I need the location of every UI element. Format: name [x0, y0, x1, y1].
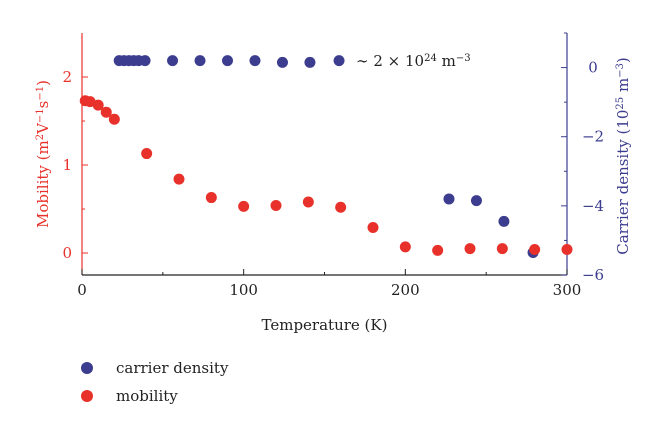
mobility-point	[496, 243, 508, 255]
x-axis-title: Temperature (K)	[262, 316, 388, 334]
legend-marker-mobility	[81, 390, 93, 402]
marks-group	[79, 55, 573, 259]
mobility-point	[464, 243, 476, 255]
x-tick-label: 0	[77, 281, 87, 299]
y-right-tick-label: −4	[582, 197, 604, 215]
y-left-axis-title: Mobility (m2V−1s−1)	[34, 80, 52, 228]
mobility-point	[367, 221, 379, 233]
carrier-density-point	[167, 55, 179, 67]
carrier-density-point	[333, 55, 345, 67]
legend-label-mobility: mobility	[116, 387, 178, 405]
carrier-density-point	[498, 215, 510, 227]
y-right-tick-label: 0	[588, 59, 598, 77]
mobility-point	[270, 199, 282, 211]
mobility-point	[205, 192, 217, 204]
carrier-density-point	[222, 55, 233, 67]
y-left-tick-label: 1	[62, 156, 72, 174]
mobility-point	[561, 243, 573, 255]
mobility-point	[432, 244, 444, 256]
y-left-tick-label: 0	[62, 244, 72, 262]
carrier-density-point	[304, 56, 316, 68]
legend-marker-carrier-density	[81, 362, 93, 374]
mobility-point	[529, 243, 541, 255]
mobility-point	[302, 196, 314, 208]
legend-label-carrier-density: carrier density	[116, 359, 229, 377]
axes-group: 0 100 200 300 Temperature (K) 0 1 2 Mobility (m2…	[34, 32, 632, 334]
carrier-density-point	[249, 55, 261, 67]
x-tick-label: 300	[553, 281, 582, 299]
y-left-tick-label: 2	[62, 68, 72, 86]
legend: carrier density mobility	[81, 359, 229, 405]
mobility-point	[238, 200, 250, 212]
mobility-point	[92, 99, 104, 111]
carrier-density-point	[139, 55, 151, 67]
mobility-point	[335, 201, 347, 213]
carrier-density-point	[276, 56, 288, 68]
y-right-tick-label: −2	[582, 128, 604, 146]
x-tick-label: 200	[391, 281, 420, 299]
mobility-point	[108, 113, 120, 125]
y-right-axis-title: Carrier density (1025 m−3)	[614, 57, 632, 255]
mobility-point	[399, 241, 411, 253]
density-annotation: ∼ 2 × 1024 m−3	[356, 52, 471, 70]
x-tick-label: 100	[229, 281, 258, 299]
carrier-density-point	[470, 195, 482, 207]
mobility-point	[100, 106, 112, 118]
carrier-density-point	[443, 193, 455, 205]
mobility-point	[141, 148, 153, 160]
y-right-tick-label: −6	[582, 266, 604, 284]
mobility-point	[173, 173, 185, 185]
carrier-density-point	[194, 55, 206, 67]
